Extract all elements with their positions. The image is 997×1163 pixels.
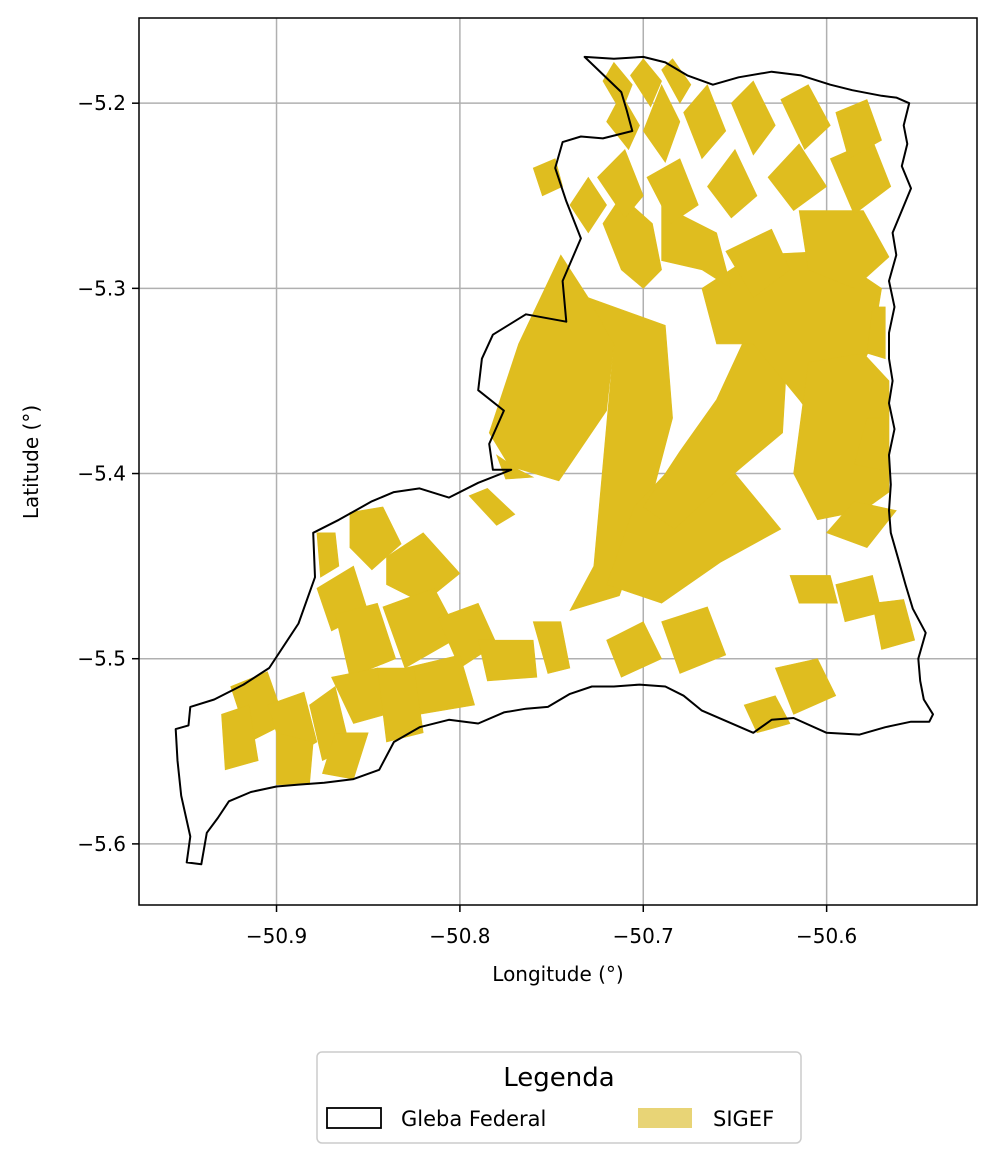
sigef-parcel: [377, 667, 424, 743]
sigef-parcel: [767, 143, 828, 212]
sigef-parcel: [488, 254, 615, 482]
y-axis-ticks: −5.2 −5.3 −5.4 −5.5 −5.6: [77, 91, 139, 856]
sigef-parcels: [221, 58, 916, 785]
x-tick-label: −50.7: [613, 924, 674, 948]
sigef-parcel: [789, 575, 838, 604]
sigef-parcel: [386, 532, 461, 604]
sigef-parcel: [661, 606, 727, 674]
sigef-parcel: [495, 454, 535, 480]
sigef-parcel: [661, 204, 732, 290]
sigef-parcel: [683, 84, 727, 160]
y-axis-title: Latitude (°): [19, 405, 43, 519]
sigef-parcel: [606, 621, 663, 678]
sigef-parcel: [468, 488, 516, 526]
y-tick-label: −5.3: [77, 276, 126, 300]
y-tick-label: −5.4: [77, 462, 126, 486]
x-axis-ticks: −50.9 −50.8 −50.7 −50.6: [246, 905, 857, 948]
sigef-parcel: [597, 148, 644, 219]
y-tick-label: −5.6: [77, 832, 126, 856]
y-tick-label: −5.5: [77, 647, 126, 671]
x-tick-label: −50.8: [429, 924, 490, 948]
sigef-parcel: [743, 695, 791, 734]
sigef-parcel: [569, 297, 673, 612]
sigef-parcel: [826, 500, 897, 548]
sigef-parcel: [646, 158, 699, 224]
y-tick-label: −5.2: [77, 91, 126, 115]
legend-swatch-sigef: [638, 1108, 692, 1128]
x-axis-title: Longitude (°): [492, 962, 623, 986]
sigef-parcel: [602, 195, 662, 289]
legend-label-gleba: Gleba Federal: [401, 1107, 546, 1131]
sigef-parcel: [730, 80, 776, 156]
gleba-federal-outline: [174, 55, 934, 866]
legend: Legenda Gleba Federal SIGEF: [316, 1051, 802, 1144]
sigef-parcel: [316, 532, 340, 578]
sigef-parcel: [835, 99, 882, 160]
sigef-parcel: [780, 84, 831, 150]
sigef-parcel: [707, 148, 758, 219]
sigef-parcel: [276, 732, 314, 785]
sigef-parcel: [872, 599, 916, 650]
sigef-parcel: [853, 417, 886, 471]
sigef-parcel: [725, 228, 791, 299]
x-tick-label: −50.9: [246, 924, 307, 948]
sigef-parcel: [532, 621, 571, 674]
sigef-parcel: [630, 58, 662, 108]
gleba-boundary: [174, 55, 934, 866]
legend-label-sigef: SIGEF: [713, 1107, 774, 1131]
sigef-parcel: [569, 176, 607, 234]
sigef-parcel: [221, 704, 259, 771]
sigef-parcel: [866, 306, 886, 360]
sigef-parcel: [642, 83, 681, 164]
x-tick-label: −50.6: [796, 924, 857, 948]
legend-title: Legenda: [503, 1063, 614, 1093]
plot-frame: [138, 17, 978, 906]
sigef-parcel: [774, 658, 837, 715]
sigef-parcel: [793, 352, 890, 521]
sigef-parcel: [661, 58, 692, 104]
sigef-parcel: [477, 639, 538, 682]
legend-swatch-gleba: [326, 1107, 382, 1129]
sigef-parcel: [334, 602, 397, 678]
